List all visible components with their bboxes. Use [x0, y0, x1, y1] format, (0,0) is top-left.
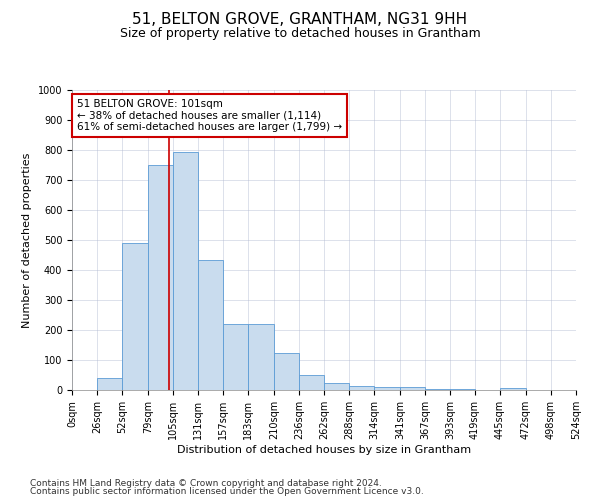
Bar	[198, 260, 223, 390]
Text: 51 BELTON GROVE: 101sqm
← 38% of detached houses are smaller (1,114)
61% of semi: 51 BELTON GROVE: 101sqm ← 38% of detache…	[77, 99, 342, 132]
Bar	[400, 387, 425, 390]
Bar	[122, 243, 148, 390]
Bar	[450, 388, 475, 390]
Bar	[299, 375, 324, 390]
Bar	[349, 386, 374, 390]
Bar	[324, 382, 349, 390]
Text: Size of property relative to detached houses in Grantham: Size of property relative to detached ho…	[119, 28, 481, 40]
Text: Contains public sector information licensed under the Open Government Licence v3: Contains public sector information licen…	[30, 487, 424, 496]
Bar	[223, 324, 248, 390]
Bar	[425, 388, 450, 390]
Text: 51, BELTON GROVE, GRANTHAM, NG31 9HH: 51, BELTON GROVE, GRANTHAM, NG31 9HH	[133, 12, 467, 28]
Bar	[248, 324, 274, 390]
Bar	[500, 388, 526, 390]
Bar	[374, 387, 400, 390]
Bar	[148, 165, 173, 390]
Bar	[274, 352, 299, 390]
Bar	[97, 378, 122, 390]
Bar	[173, 152, 198, 390]
Text: Contains HM Land Registry data © Crown copyright and database right 2024.: Contains HM Land Registry data © Crown c…	[30, 478, 382, 488]
X-axis label: Distribution of detached houses by size in Grantham: Distribution of detached houses by size …	[177, 444, 471, 454]
Y-axis label: Number of detached properties: Number of detached properties	[22, 152, 32, 328]
